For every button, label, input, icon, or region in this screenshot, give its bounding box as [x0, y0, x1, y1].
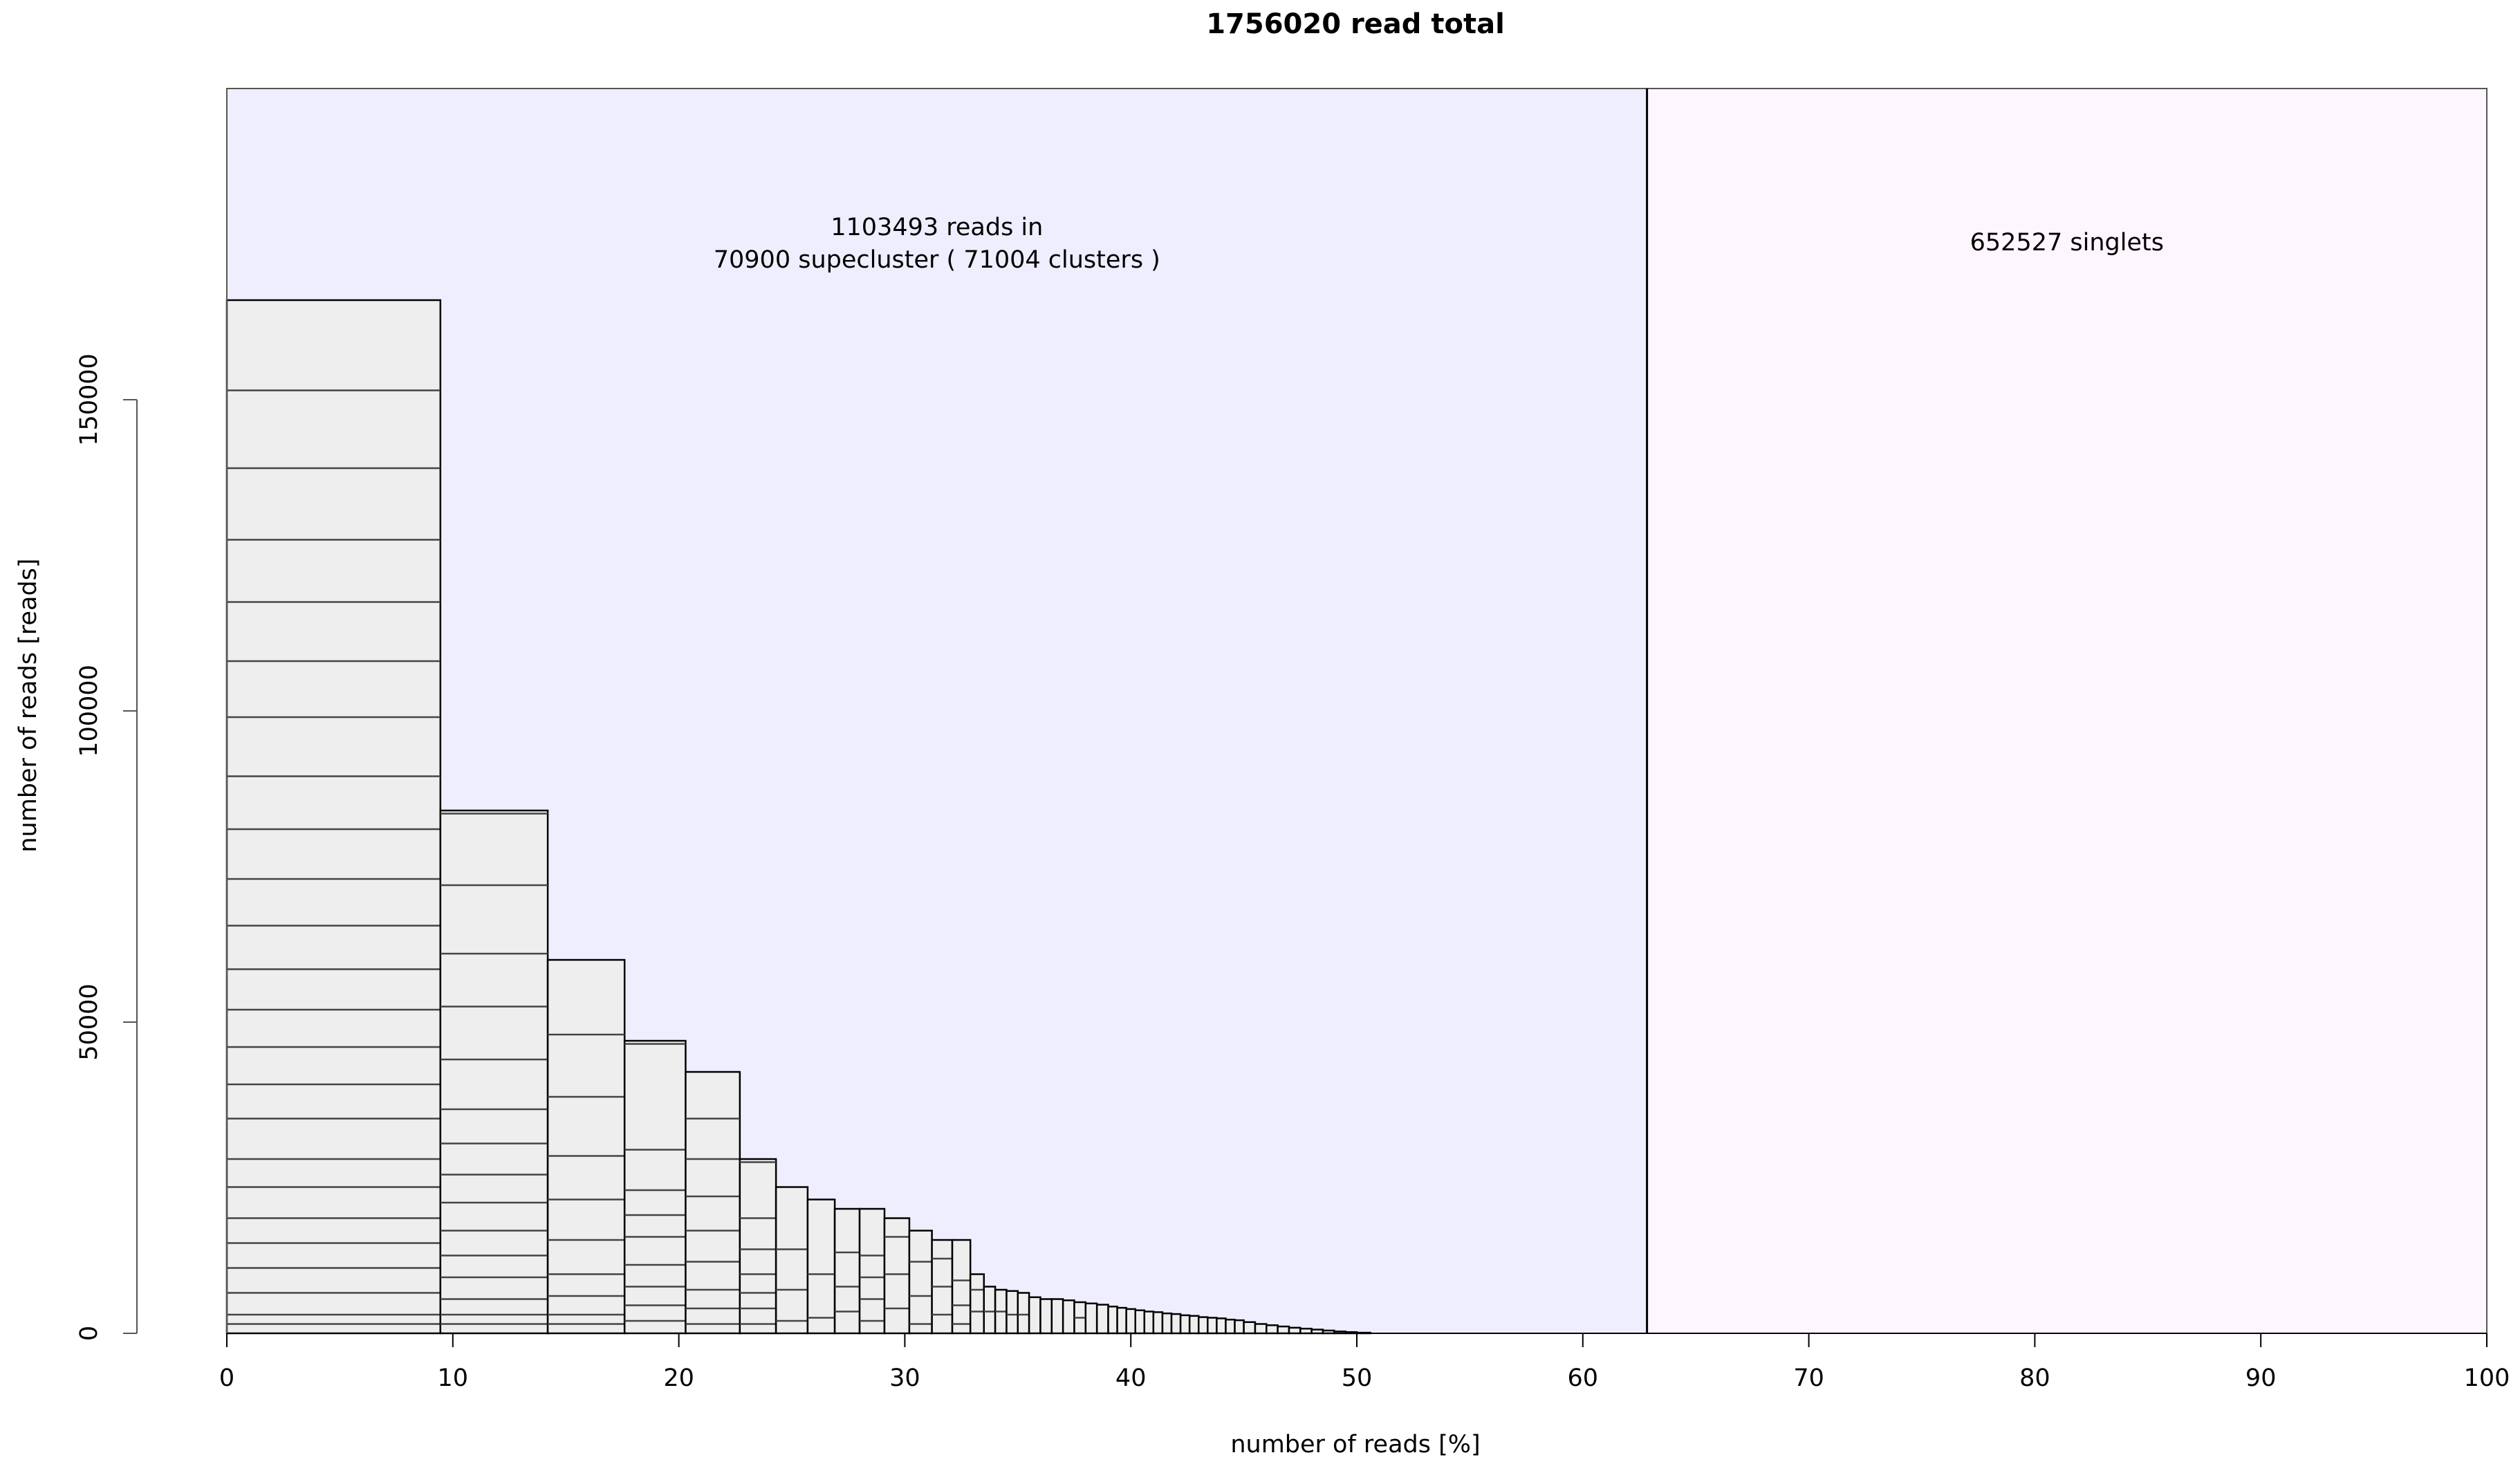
- supercluster-bar: [1039, 1298, 1053, 1335]
- chart-title: 1756020 read total: [1206, 8, 1505, 40]
- x-tick-label: 50: [1342, 1364, 1373, 1392]
- supercluster-bar: [1254, 1323, 1268, 1335]
- supercluster-bar: [858, 1207, 886, 1335]
- supercluster-bar: [883, 1217, 911, 1335]
- supercluster-bar: [685, 1071, 741, 1335]
- supercluster-bar: [1179, 1314, 1191, 1335]
- supercluster-bar: [623, 1039, 687, 1335]
- supercluster-bar: [1062, 1299, 1075, 1335]
- y-tick-label: 0: [75, 1326, 103, 1341]
- bars-layer: [225, 299, 1371, 1335]
- supercluster-bar: [1299, 1328, 1313, 1335]
- supercluster-bar: [833, 1207, 861, 1335]
- supercluster-bar: [1216, 1317, 1227, 1335]
- supercluster-bar: [1116, 1306, 1127, 1335]
- y-tick-label: 50000: [75, 983, 103, 1060]
- x-tick-label: 30: [889, 1364, 920, 1392]
- x-tick-label: 20: [663, 1364, 694, 1392]
- supercluster-bar: [546, 958, 626, 1335]
- supercluster-bar: [1095, 1304, 1109, 1335]
- supercluster-bar: [1017, 1292, 1030, 1335]
- x-tick-label: 90: [2245, 1364, 2277, 1392]
- y-tick-label: 100000: [75, 665, 103, 757]
- x-tick-label: 40: [1115, 1364, 1147, 1392]
- y-tick-label: 150000: [75, 353, 103, 446]
- supercluster-bar: [1288, 1326, 1301, 1335]
- x-axis-label: number of reads [%]: [1230, 1431, 1480, 1458]
- x-tick-label: 10: [438, 1364, 469, 1392]
- region-label-1-line-0: 652527 singlets: [1970, 229, 2164, 257]
- supercluster-bar: [1266, 1324, 1279, 1335]
- supercluster-bar: [806, 1198, 836, 1335]
- supercluster-bar: [1134, 1309, 1146, 1335]
- supercluster-bar: [1225, 1318, 1236, 1335]
- supercluster-bar: [1197, 1316, 1209, 1335]
- supercluster-bar: [1170, 1313, 1182, 1335]
- supercluster-bar: [439, 809, 549, 1335]
- supercluster-bar: [775, 1186, 809, 1335]
- supercluster-bar: [1188, 1315, 1200, 1335]
- supercluster-bar: [739, 1158, 777, 1335]
- x-tick-label: 70: [1793, 1364, 1824, 1392]
- supercluster-bar: [1207, 1317, 1218, 1335]
- x-tick-label: 100: [2464, 1364, 2510, 1392]
- supercluster-bar: [1243, 1321, 1257, 1335]
- x-tick-label: 60: [1568, 1364, 1599, 1392]
- supercluster-bar: [983, 1286, 997, 1335]
- supercluster-bar: [908, 1230, 933, 1335]
- x-tick-label: 80: [2019, 1364, 2050, 1392]
- supercluster-bar: [1006, 1290, 1019, 1335]
- supercluster-bar: [1050, 1298, 1064, 1335]
- y-axis-label: number of reads [reads]: [15, 558, 42, 852]
- x-tick-label: 0: [219, 1364, 234, 1392]
- supercluster-bar: [1107, 1306, 1118, 1335]
- supercluster-bar: [1234, 1319, 1245, 1335]
- supercluster-bar: [1084, 1302, 1098, 1335]
- y-axis: 0 50000 100000 150000: [75, 353, 138, 1341]
- supercluster-bar: [951, 1239, 972, 1335]
- supercluster-bar: [1277, 1325, 1290, 1335]
- supercluster-bar: [969, 1273, 985, 1335]
- x-axis: 0 10 20 30 40 50 60 70 80 90 100: [219, 1333, 2510, 1392]
- supercluster-bar: [1143, 1310, 1155, 1335]
- supercluster-bar: [225, 299, 442, 1335]
- supercluster-bar: [1028, 1296, 1041, 1335]
- region-band-1: [1647, 89, 2487, 1333]
- region-label-0-line-0: 1103493 reads in: [831, 214, 1043, 241]
- region-label-0-line-1: 70900 supecluster ( 71004 clusters ): [714, 246, 1160, 274]
- supercluster-bar: [1161, 1312, 1173, 1335]
- region-labels: 1103493 reads in 70900 supecluster ( 7100…: [714, 214, 2164, 274]
- supercluster-bar: [1125, 1308, 1136, 1335]
- supercluster-bar: [1152, 1311, 1164, 1335]
